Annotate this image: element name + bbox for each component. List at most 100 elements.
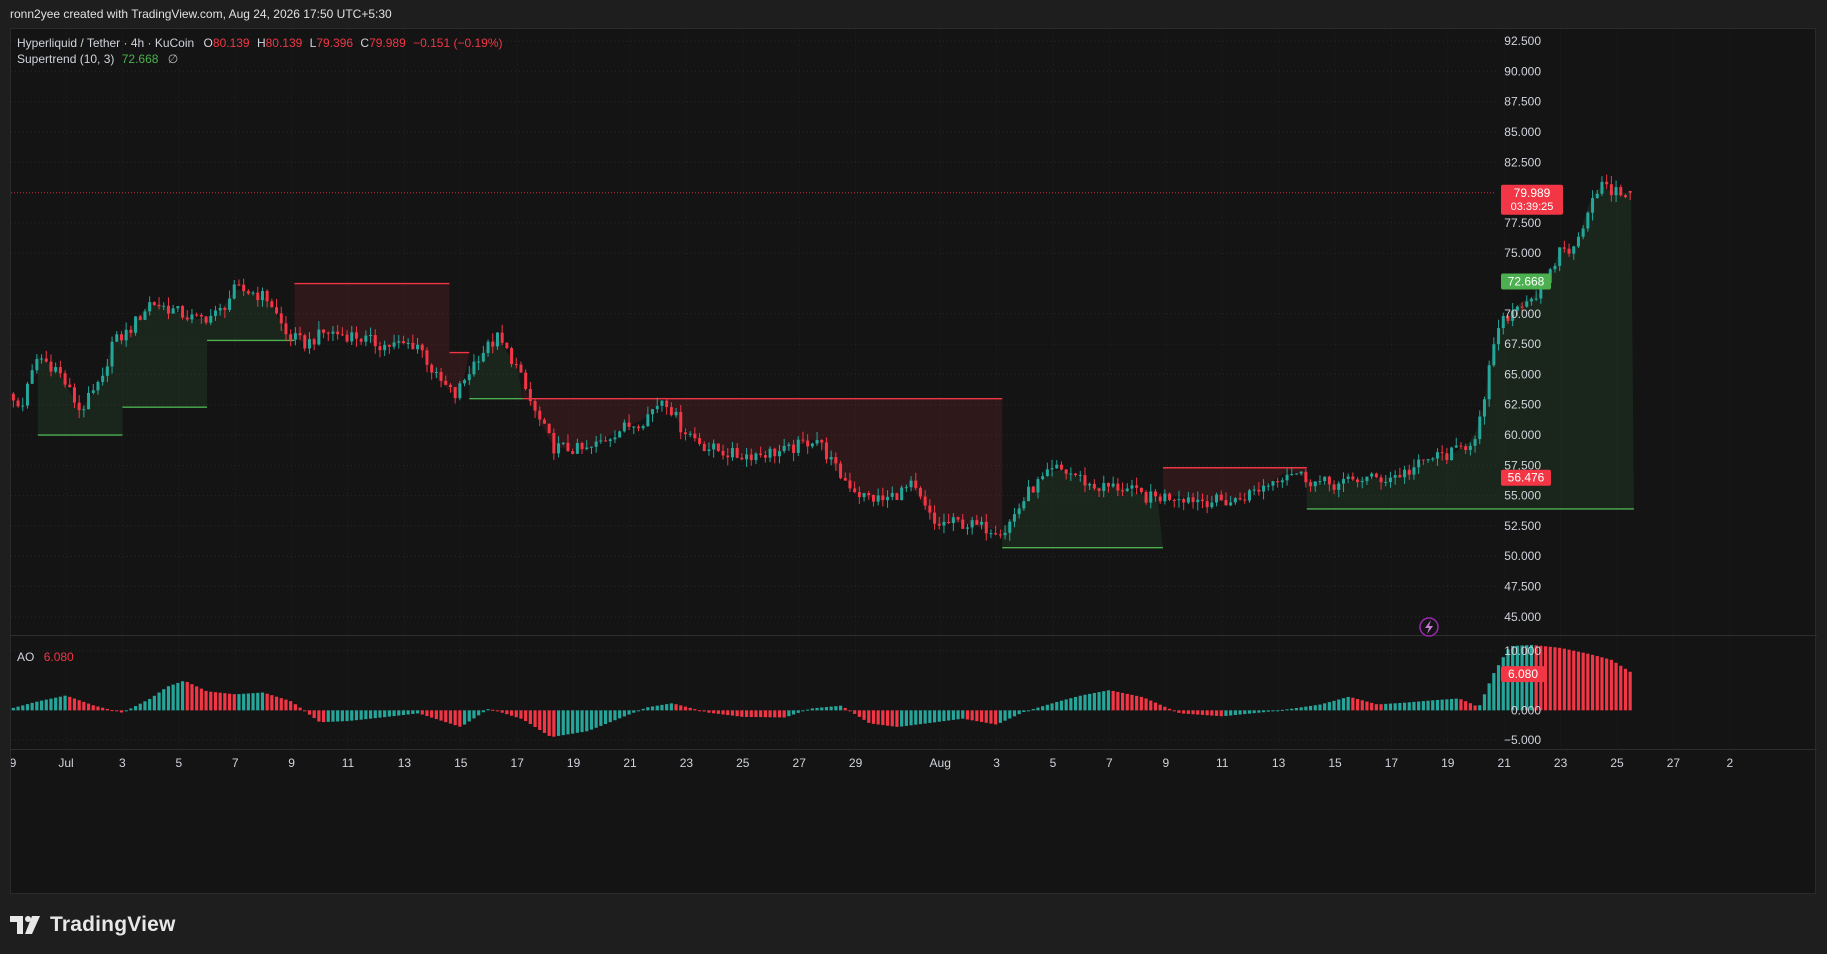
ao-bar[interactable]	[1365, 701, 1369, 711]
candle-body[interactable]	[1210, 502, 1214, 508]
candle-body[interactable]	[401, 341, 405, 343]
ao-bar[interactable]	[190, 684, 194, 711]
candle-body[interactable]	[646, 414, 650, 427]
ao-bar[interactable]	[862, 710, 866, 720]
candle-body[interactable]	[820, 440, 824, 443]
candle-body[interactable]	[1506, 316, 1510, 321]
candle-body[interactable]	[1003, 532, 1007, 536]
ao-bar[interactable]	[1205, 710, 1209, 716]
ao-bar[interactable]	[1219, 710, 1223, 717]
ao-bar[interactable]	[21, 705, 25, 711]
candle-body[interactable]	[181, 306, 185, 318]
candle-body[interactable]	[843, 478, 847, 481]
candle-body[interactable]	[336, 331, 340, 335]
ao-bar[interactable]	[1130, 694, 1134, 711]
candle-body[interactable]	[890, 493, 894, 497]
ao-bar[interactable]	[274, 696, 279, 711]
ao-bar[interactable]	[1078, 695, 1082, 711]
ao-bar[interactable]	[195, 686, 199, 711]
ao-bar[interactable]	[218, 692, 222, 711]
ao-bar[interactable]	[54, 697, 58, 711]
candle-body[interactable]	[1182, 499, 1186, 503]
ao-bar[interactable]	[613, 710, 617, 721]
candle-body[interactable]	[416, 344, 420, 350]
candle-body[interactable]	[1586, 212, 1590, 229]
candle-body[interactable]	[279, 313, 283, 324]
ao-bar[interactable]	[528, 710, 532, 725]
ao-bar[interactable]	[115, 710, 119, 712]
candle-body[interactable]	[345, 334, 349, 342]
candle-body[interactable]	[1407, 469, 1411, 475]
candle-body[interactable]	[477, 361, 481, 363]
candle-body[interactable]	[1309, 482, 1313, 487]
ao-bar[interactable]	[1586, 653, 1590, 711]
ao-bar[interactable]	[1459, 699, 1463, 711]
candle-body[interactable]	[655, 405, 659, 410]
ao-bar[interactable]	[622, 710, 626, 717]
candle-body[interactable]	[510, 348, 514, 365]
candle-body[interactable]	[1435, 452, 1439, 459]
tradingview-logo[interactable]: TradingView	[10, 910, 176, 940]
ao-bar[interactable]	[655, 705, 659, 711]
candle-body[interactable]	[1257, 489, 1261, 492]
ao-bar[interactable]	[796, 710, 800, 713]
candle-body[interactable]	[632, 426, 636, 428]
ao-bar[interactable]	[1097, 692, 1101, 711]
ao-bar[interactable]	[895, 710, 899, 727]
ao-label[interactable]: AO	[17, 650, 35, 664]
ao-bar[interactable]	[354, 710, 359, 721]
ao-bar[interactable]	[119, 710, 124, 713]
candle-body[interactable]	[1464, 446, 1468, 451]
candle-body[interactable]	[331, 331, 335, 334]
candle-body[interactable]	[242, 284, 246, 292]
ao-bar[interactable]	[133, 706, 138, 711]
ao-value-badge[interactable]	[1501, 666, 1545, 683]
candle-body[interactable]	[608, 439, 612, 442]
candle-body[interactable]	[1445, 453, 1449, 461]
candle-body[interactable]	[923, 496, 927, 506]
candle-body[interactable]	[867, 493, 871, 496]
ao-bar[interactable]	[199, 688, 203, 711]
ao-bar[interactable]	[1454, 698, 1458, 711]
ao-bar[interactable]	[1120, 692, 1125, 711]
ao-bar[interactable]	[1116, 691, 1120, 711]
ao-bar[interactable]	[632, 710, 636, 713]
ao-bar[interactable]	[101, 707, 105, 711]
candle-body[interactable]	[1482, 399, 1486, 417]
candle-body[interactable]	[1045, 469, 1049, 477]
candle-body[interactable]	[124, 329, 128, 341]
candle-body[interactable]	[1022, 501, 1026, 509]
candle-body[interactable]	[1238, 498, 1242, 500]
ao-bar[interactable]	[815, 707, 819, 711]
ao-bar[interactable]	[589, 710, 594, 730]
candle-body[interactable]	[575, 443, 579, 454]
candle-body[interactable]	[1059, 464, 1063, 470]
ao-bar[interactable]	[458, 710, 462, 727]
ao-bar[interactable]	[1337, 699, 1341, 711]
candle-body[interactable]	[796, 439, 800, 453]
candle-body[interactable]	[54, 367, 58, 372]
ao-bar[interactable]	[693, 709, 697, 711]
candle-body[interactable]	[1074, 473, 1078, 476]
ao-bar[interactable]	[1388, 703, 1393, 711]
candle-body[interactable]	[434, 371, 438, 373]
ao-bar[interactable]	[885, 710, 890, 726]
ao-bar[interactable]	[1355, 698, 1360, 711]
ao-bar[interactable]	[697, 710, 702, 712]
candle-body[interactable]	[228, 298, 232, 310]
ao-bar[interactable]	[1182, 710, 1186, 714]
ao-bar[interactable]	[406, 710, 410, 715]
candle-body[interactable]	[1135, 485, 1139, 488]
ao-bar[interactable]	[1280, 709, 1284, 711]
candle-body[interactable]	[1421, 459, 1425, 461]
ao-bar[interactable]	[890, 710, 894, 727]
ao-bar[interactable]	[1449, 698, 1454, 711]
candle-body[interactable]	[1064, 469, 1068, 474]
candle-body[interactable]	[900, 487, 904, 501]
ao-bar[interactable]	[1435, 699, 1440, 711]
candle-body[interactable]	[627, 422, 631, 427]
ao-bar[interactable]	[599, 710, 603, 726]
candle-body[interactable]	[801, 439, 805, 441]
ao-bar[interactable]	[744, 710, 749, 717]
candle-body[interactable]	[1440, 452, 1444, 454]
